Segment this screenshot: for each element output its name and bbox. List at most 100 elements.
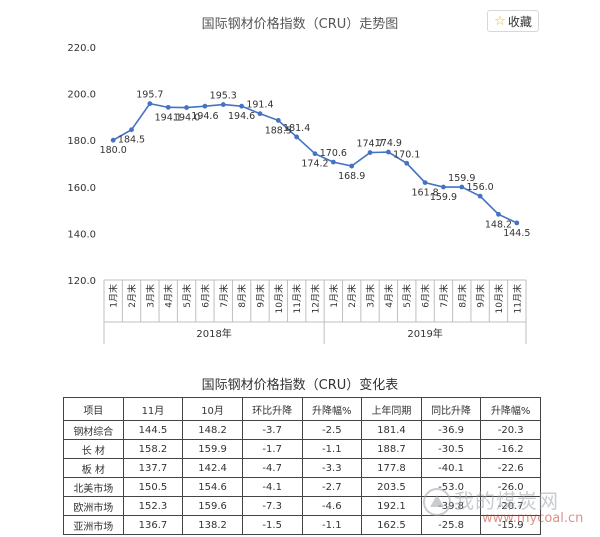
data-label: 194.1	[155, 112, 182, 123]
data-point	[349, 163, 355, 169]
table-row: 钢材综合 144.5 148.2 -3.7 -2.5 181.4 -36.9 -20.3	[63, 420, 541, 440]
table-cell: -7.3	[241, 496, 303, 516]
table-body: 钢材综合 144.5 148.2 -3.7 -2.5 181.4 -36.9 -20.3 长 材…	[63, 420, 541, 535]
table-cell: -30.5	[420, 439, 482, 459]
table-cell: -4.7	[241, 458, 303, 478]
data-label: 144.5	[503, 228, 530, 239]
data-point	[220, 102, 226, 107]
table-header-cell: 上年同期	[361, 397, 422, 421]
table-cell: 138.2	[182, 515, 243, 535]
data-label: 188.5	[265, 125, 292, 136]
x-tick-label: 6月末	[420, 284, 432, 308]
data-point	[477, 193, 483, 199]
table-row-label: 北美市场	[63, 477, 124, 497]
data-point	[312, 151, 318, 157]
data-label: 168.9	[338, 171, 365, 182]
data-point	[294, 134, 300, 140]
table-header-cell: 升降幅%	[480, 397, 541, 421]
data-point	[404, 160, 410, 166]
table-cell: -1.5	[241, 515, 303, 535]
data-label: 156.0	[467, 182, 494, 193]
data-label: 159.9	[448, 173, 475, 184]
x-tick-label: 2月末	[126, 284, 138, 308]
table-cell: 152.3	[122, 496, 184, 516]
table-cell: 181.4	[361, 420, 422, 440]
data-label: 148.2	[485, 219, 512, 230]
data-point	[147, 101, 153, 107]
y-tick-label: 200.0	[67, 90, 96, 101]
x-tick-label: 3月末	[144, 284, 156, 308]
data-label: 170.1	[393, 149, 420, 160]
table-cell: -22.6	[480, 458, 541, 478]
table-row: 亚洲市场 136.7 138.2 -1.5 -1.1 162.5 -25.8 -15.9	[63, 515, 541, 535]
x-tick-label: 2月末	[346, 284, 358, 308]
data-point	[257, 111, 263, 117]
line-chart: 120.0 140.0 160.0 180.0 200.0 220.0 2018年 2019…	[67, 43, 531, 344]
x-tick-label: 11月末	[511, 284, 523, 313]
x-group-label: 2018年	[196, 327, 231, 340]
table-cell: 162.5	[361, 515, 422, 535]
x-tick-label: 4月末	[163, 284, 175, 308]
favorite-button[interactable]: ☆ 收藏	[487, 10, 539, 32]
table-header-cell: 10月	[182, 397, 243, 421]
data-point	[110, 137, 116, 143]
favorite-label: 收藏	[507, 14, 532, 29]
table-cell: 142.4	[182, 458, 243, 478]
table-cell: -2.5	[301, 420, 363, 440]
table-cell: -26.0	[480, 477, 541, 497]
data-point	[385, 149, 391, 155]
data-label: 184.5	[118, 135, 145, 146]
data-label: 194.6	[228, 111, 255, 122]
table-cell: 159.9	[182, 439, 243, 459]
x-tick-label: 7月末	[438, 284, 450, 308]
data-label-group: 180.0184.5195.7194.1194.0194.6195.3194.6…	[100, 90, 531, 239]
table-cell: -25.8	[420, 515, 482, 535]
data-point	[129, 127, 134, 133]
x-tick-label: 10月末	[273, 284, 285, 313]
data-label: 174.9	[375, 138, 402, 149]
data-point	[496, 211, 501, 217]
table-cell: -20.3	[480, 420, 541, 440]
x-tick-label: 12月末	[310, 284, 322, 313]
table-cell: -39.8	[420, 496, 482, 516]
x-tick-label: 6月末	[199, 284, 211, 308]
table-header-cell: 环比升降	[241, 397, 303, 421]
change-table: 项目 11月 10月 环比升降 升降幅% 上年同期 同比升降 升降幅% 钢材综合 144.5 14…	[63, 397, 541, 535]
x-tick-label: 4月末	[383, 284, 395, 308]
data-label: 194.0	[173, 113, 200, 124]
data-label: 194.6	[191, 111, 218, 122]
table-cell: 159.6	[182, 496, 243, 516]
table-cell: -4.1	[241, 477, 303, 497]
x-tick-label: 5月末	[181, 284, 193, 308]
data-label: 170.6	[320, 148, 347, 159]
table-row: 板 材 137.7 142.4 -4.7 -3.3 177.8 -40.1 -22.6	[63, 458, 541, 478]
data-label: 191.4	[246, 100, 273, 111]
data-point	[422, 180, 428, 186]
x-tick-label: 8月末	[236, 284, 248, 308]
data-point	[202, 103, 208, 109]
data-point	[184, 105, 189, 110]
table-row-label: 亚洲市场	[63, 515, 124, 535]
x-axis: 2018年 2019年 1月末 2月末 3月末 4月末 5月末 6月末 7月末 8月末 9月末 10月…	[103, 279, 527, 344]
x-tick-label: 1月末	[108, 284, 120, 308]
table-cell: -3.7	[241, 420, 303, 440]
data-point	[367, 150, 373, 155]
table-cell: -16.2	[480, 439, 541, 459]
star-icon: ☆	[494, 13, 506, 29]
table-title: 国际钢材价格指数（CRU）变化表	[201, 378, 399, 393]
x-tick-label: 9月末	[475, 284, 487, 308]
chart-title: 国际钢材价格指数（CRU）走势图	[201, 17, 399, 32]
data-label: 174.7	[356, 139, 383, 150]
x-tick-label: 9月末	[254, 284, 266, 308]
data-label: 195.7	[136, 90, 163, 101]
y-tick-label: 140.0	[67, 229, 96, 240]
table-row: 欧洲市场 152.3 159.6 -7.3 -4.6 192.1 -39.8 -20.7	[63, 496, 541, 516]
table-row-label: 长 材	[63, 439, 124, 459]
data-label: 195.3	[210, 91, 237, 102]
table-cell: -1.7	[241, 439, 303, 459]
table-row-label: 欧洲市场	[63, 496, 124, 516]
y-tick-label: 220.0	[67, 43, 96, 54]
y-tick-label: 160.0	[67, 183, 96, 194]
data-label: 174.2	[301, 159, 328, 170]
x-tick-label: 8月末	[456, 284, 468, 308]
